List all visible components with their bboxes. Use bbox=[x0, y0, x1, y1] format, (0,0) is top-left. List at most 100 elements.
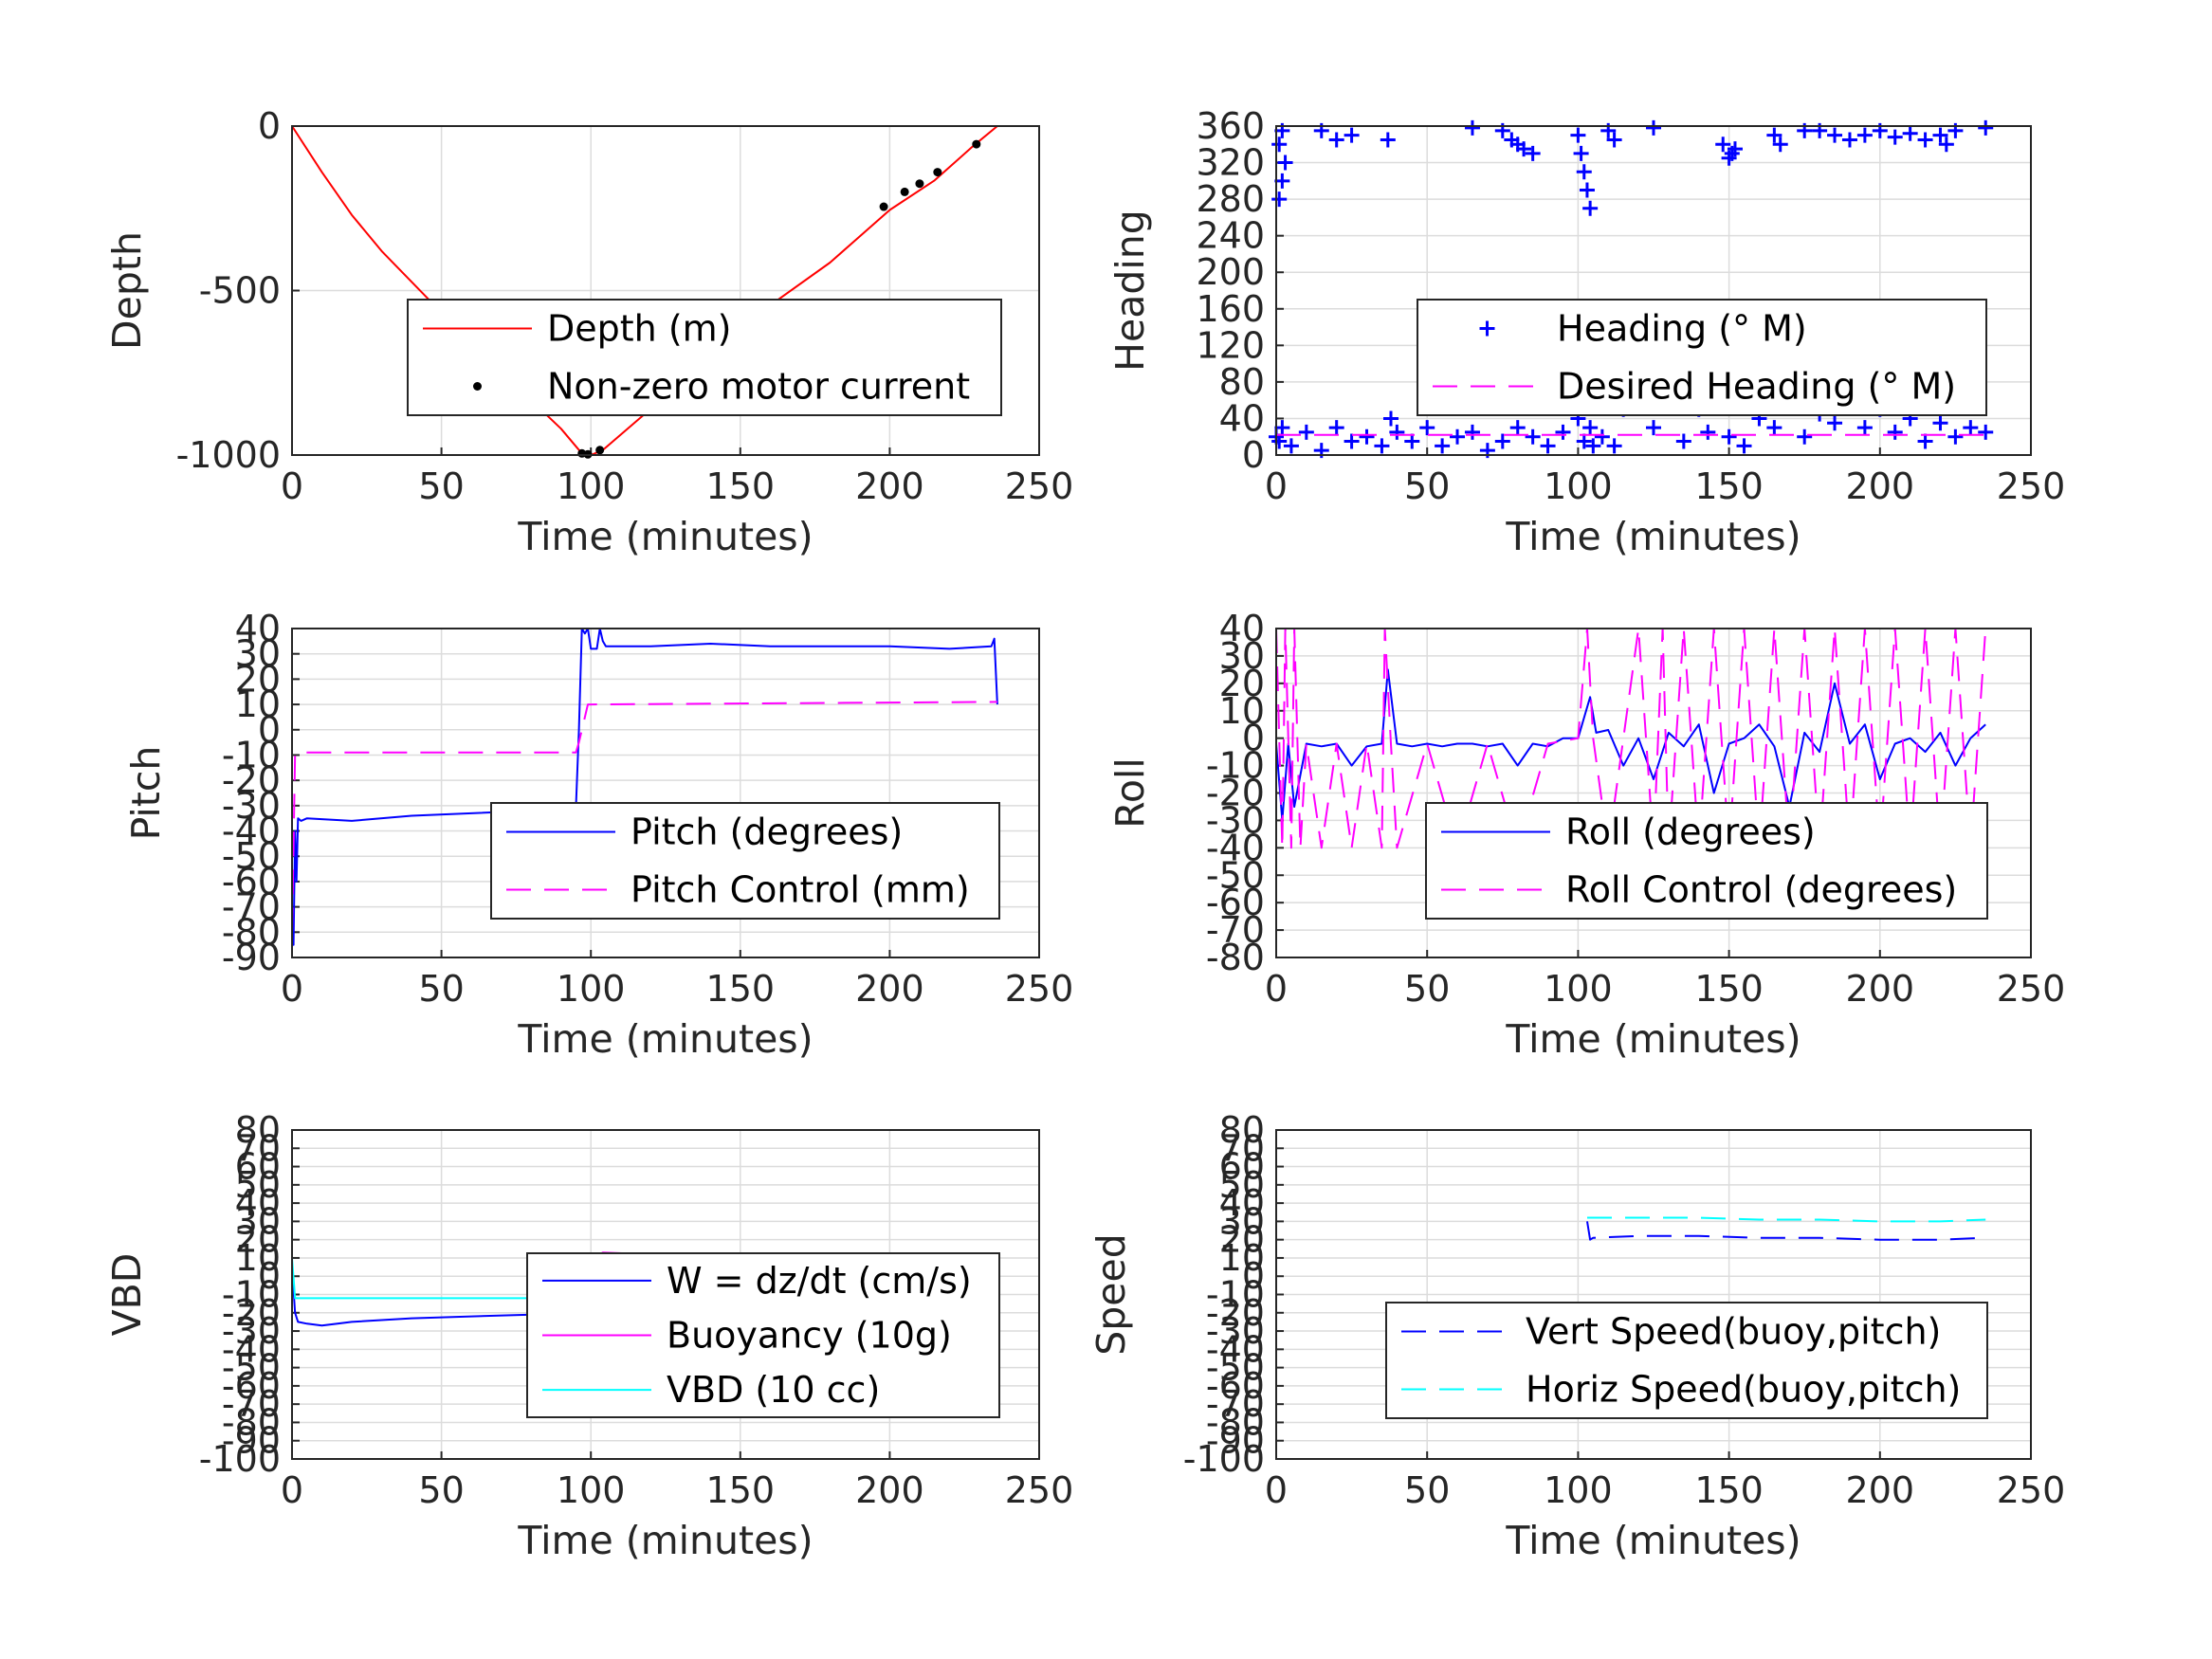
depth-ytick-label-2: 0 bbox=[258, 105, 281, 147]
heading-point-0-33 bbox=[1594, 428, 1610, 445]
heading-point-0-20 bbox=[1450, 428, 1466, 445]
vbd-ytick-label-17: 70 bbox=[235, 1127, 281, 1169]
heading-ytick-label-5: 200 bbox=[1196, 251, 1265, 293]
pitch-ytick-label-10: 10 bbox=[235, 684, 281, 725]
roll-xlabel: Time (minutes) bbox=[1505, 1016, 1801, 1062]
heading-point-0-77 bbox=[1576, 164, 1592, 180]
pitch-ytick-label-2: -70 bbox=[222, 886, 281, 928]
heading-point-0-9 bbox=[1298, 424, 1314, 440]
heading-point-0-60 bbox=[1917, 433, 1933, 449]
heading-xtick-label-3: 150 bbox=[1694, 465, 1764, 507]
roll-ytick-label-3: -50 bbox=[1206, 854, 1265, 896]
heading-point-0-24 bbox=[1509, 420, 1526, 436]
vbd-xtick-label-3: 150 bbox=[706, 1469, 776, 1511]
heading-point-0-97 bbox=[1917, 132, 1933, 148]
heading-point-0-50 bbox=[1766, 420, 1782, 436]
heading-point-0-26 bbox=[1540, 438, 1556, 454]
depth-ytick-label-0: -1000 bbox=[176, 434, 281, 476]
heading-point-0-30 bbox=[1582, 420, 1599, 436]
vbd-ytick-label-5: -50 bbox=[222, 1347, 281, 1389]
depth-point-1-5 bbox=[915, 179, 924, 189]
speed-series-1 bbox=[1587, 1216, 1986, 1223]
heading-ytick-label-6: 240 bbox=[1196, 215, 1265, 257]
heading-point-0-83 bbox=[1715, 137, 1731, 153]
roll-xtick-label-2: 100 bbox=[1544, 968, 1613, 1010]
pitch-xtick-label-0: 0 bbox=[281, 968, 303, 1010]
vbd-panel: 0 50 100 150 200 250-100-90-80-70-60-50-40-30… bbox=[104, 1109, 1073, 1563]
heading-point-0-78 bbox=[1579, 182, 1595, 198]
roll-line-0 bbox=[1275, 668, 1986, 822]
roll-series-1 bbox=[1275, 628, 1987, 849]
vbd-ytick-label-3: -70 bbox=[222, 1383, 281, 1425]
pitch-ytick-label-1: -80 bbox=[222, 911, 281, 953]
heading-point-0-54 bbox=[1827, 415, 1843, 431]
roll-ytick-label-10: 20 bbox=[1219, 663, 1265, 704]
pitch-legend-label-0: Pitch (degrees) bbox=[631, 811, 903, 853]
vbd-legend-label-2: VBD (10 cc) bbox=[667, 1369, 880, 1411]
heading-point-0-61 bbox=[1932, 415, 1948, 431]
depth-xtick-label-1: 50 bbox=[418, 465, 464, 507]
pitch-xtick-label-1: 50 bbox=[418, 968, 464, 1010]
speed-ytick-label-9: -10 bbox=[1206, 1274, 1265, 1316]
vbd-ytick-label-10: 0 bbox=[258, 1255, 281, 1297]
depth-xtick-label-0: 0 bbox=[281, 465, 303, 507]
speed-xtick-label-0: 0 bbox=[1265, 1469, 1288, 1511]
roll-series-0 bbox=[1275, 668, 1986, 822]
roll-xtick-label-5: 250 bbox=[1997, 968, 2066, 1010]
heading-point-0-81 bbox=[1606, 132, 1622, 148]
depth-point-1-2 bbox=[595, 446, 605, 455]
roll-xtick-label-0: 0 bbox=[1265, 968, 1288, 1010]
heading-point-0-79 bbox=[1582, 200, 1599, 216]
speed-ytick-label-16: 60 bbox=[1219, 1146, 1265, 1188]
vbd-ylabel: VBD bbox=[104, 1253, 150, 1337]
heading-point-0-27 bbox=[1555, 424, 1571, 440]
roll-xtick-label-4: 200 bbox=[1846, 968, 1915, 1010]
vbd-ytick-label-12: 20 bbox=[235, 1219, 281, 1261]
pitch-series-1 bbox=[291, 701, 997, 933]
heading-legend-label-0: Heading (° M) bbox=[1557, 308, 1807, 350]
depth-legend: Depth (m) Non-zero motor current bbox=[407, 299, 1002, 416]
depth-xtick-label-4: 200 bbox=[855, 465, 924, 507]
heading-point-0-17 bbox=[1404, 433, 1420, 449]
heading-point-0-23 bbox=[1494, 433, 1510, 449]
heading-point-0-76 bbox=[1573, 145, 1589, 161]
speed-ytick-label-8: -20 bbox=[1206, 1292, 1265, 1334]
heading-point-0-68 bbox=[1380, 132, 1396, 148]
heading-ytick-label-7: 280 bbox=[1196, 178, 1265, 220]
vbd-ytick-label-6: -40 bbox=[222, 1328, 281, 1370]
speed-xlabel: Time (minutes) bbox=[1505, 1518, 1801, 1563]
heading-point-0-13 bbox=[1359, 428, 1375, 445]
heading-point-0-8 bbox=[1283, 438, 1299, 454]
depth-ytick-label-1: -500 bbox=[199, 270, 281, 312]
pitch-line-1 bbox=[291, 701, 997, 933]
speed-ytick-label-13: 30 bbox=[1219, 1200, 1265, 1242]
speed-ytick-label-15: 50 bbox=[1219, 1164, 1265, 1206]
depth-xtick-label-2: 100 bbox=[557, 465, 626, 507]
speed-ylabel: Speed bbox=[1088, 1233, 1134, 1356]
heading-point-0-18 bbox=[1419, 420, 1435, 436]
pitch-xtick-label-5: 250 bbox=[1005, 968, 1074, 1010]
speed-ytick-label-1: -90 bbox=[1206, 1420, 1265, 1462]
heading-point-0-95 bbox=[1887, 129, 1903, 145]
heading-point-0-63 bbox=[1963, 420, 1979, 436]
heading-ytick-label-8: 320 bbox=[1196, 142, 1265, 184]
depth-point-1-6 bbox=[933, 168, 942, 177]
heading-panel: 0 50 100 150 200 2500408012016020024028032036… bbox=[1107, 105, 2065, 559]
heading-point-0-87 bbox=[1766, 127, 1782, 143]
heading-point-0-48 bbox=[1736, 438, 1752, 454]
speed-ytick-label-14: 40 bbox=[1219, 1182, 1265, 1224]
speed-ytick-label-17: 70 bbox=[1219, 1127, 1265, 1169]
roll-ylabel: Roll bbox=[1107, 757, 1153, 829]
heading-legend-label-1: Desired Heading (° M) bbox=[1557, 366, 1956, 408]
heading-point-0-58 bbox=[1887, 424, 1903, 440]
pitch-xtick-label-4: 200 bbox=[855, 968, 924, 1010]
pitch-ytick-label-13: 40 bbox=[235, 608, 281, 649]
heading-point-0-92 bbox=[1841, 132, 1857, 148]
roll-ytick-label-5: -30 bbox=[1206, 799, 1265, 841]
depth-legend-label-1: Non-zero motor current bbox=[547, 366, 970, 408]
roll-ytick-label-0: -80 bbox=[1206, 937, 1265, 978]
speed-ytick-label-3: -70 bbox=[1206, 1383, 1265, 1425]
speed-ytick-label-6: -40 bbox=[1206, 1328, 1265, 1370]
depth-xtick-label-5: 250 bbox=[1005, 465, 1074, 507]
